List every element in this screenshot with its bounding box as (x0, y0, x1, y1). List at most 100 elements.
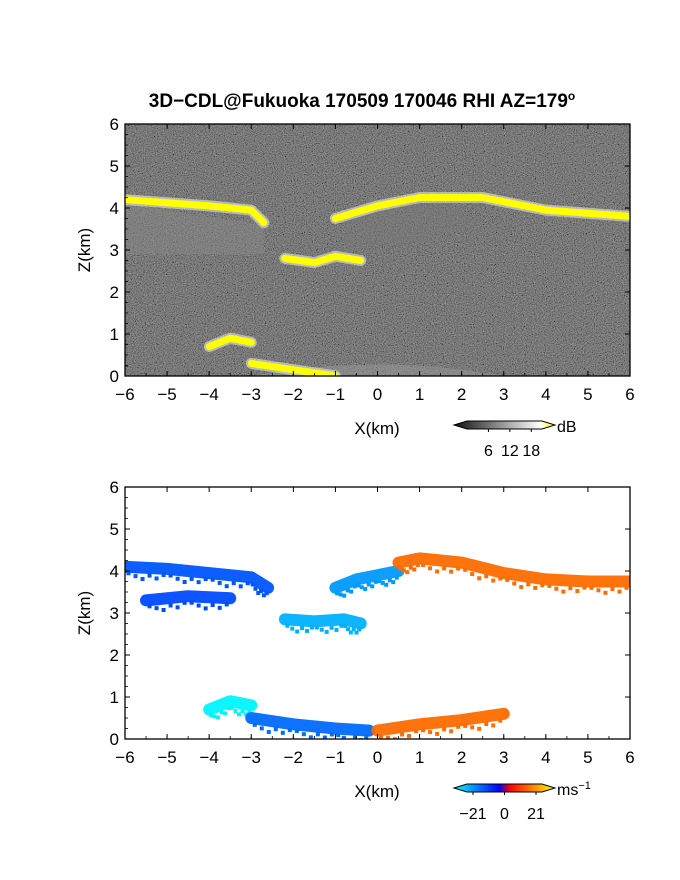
velocity-mid-layer-speckle (354, 630, 359, 635)
velocity-top-layer-right-speckle (484, 574, 489, 579)
velocity-layer-left-lower (140, 590, 237, 607)
velocity-mid-layer-speckle (339, 623, 344, 628)
velocity-layer-left-speckle (238, 584, 243, 589)
velocity-low-left-speckle (229, 705, 234, 710)
velocity-low-positive-speckle (498, 718, 503, 723)
reflectivity-colorbar-tick-label: 6 (484, 443, 493, 460)
velocity-top-layer-right-speckle (435, 569, 440, 574)
velocity-ylabel: Z(km) (75, 591, 94, 635)
velocity-axes: −6 −5 −4 −3 −2 −1 0 1 2 3 4 5 6 0 1 2 3 4 5 6 (110, 478, 635, 767)
velocity-low-positive-speckle (421, 728, 426, 733)
velocity-rising-segment-speckle (356, 583, 361, 588)
velocity-low-negative-speckle (294, 728, 299, 733)
velocity-low-left-speckle (226, 706, 231, 711)
velocity-low-left-speckle (240, 709, 245, 714)
velocity-layer-left-speckle (168, 573, 173, 578)
velocity-low-negative-speckle (315, 732, 320, 737)
velocity-top-layer-right-speckle (477, 576, 482, 581)
velocity-mid-layer-speckle (305, 628, 310, 633)
reflectivity-x-tick-label: 6 (625, 385, 634, 404)
velocity-layer-left-speckle (250, 582, 255, 587)
velocity-mid-layer-speckle (309, 625, 314, 630)
reflectivity-colorbar-ticks: 6 12 18 (484, 429, 540, 460)
velocity-low-negative-speckle (273, 727, 278, 732)
velocity-layer-left-lower-speckle (203, 606, 208, 611)
velocity-low-positive-speckle (456, 724, 461, 729)
velocity-low-positive-speckle (400, 732, 405, 737)
reflectivity-x-tick-label: −2 (284, 385, 303, 404)
velocity-top-layer-right-speckle (456, 566, 461, 571)
reflectivity-cloud-top-layer-right (331, 194, 630, 222)
velocity-low-positive-speckle (470, 725, 475, 730)
velocity-low-positive-speckle (463, 723, 468, 728)
velocity-mid-layer-speckle (314, 625, 319, 630)
velocity-top-layer-right-speckle (398, 566, 403, 571)
velocity-y-tick-label: 0 (110, 730, 119, 749)
velocity-panel: −6 −5 −4 −3 −2 −1 0 1 2 3 4 5 6 0 1 2 3 4 5 6 X(km) Z(km) (75, 478, 635, 801)
velocity-low-positive-speckle (414, 729, 419, 734)
velocity-top-layer-right-speckle (589, 585, 594, 590)
reflectivity-x-tick-label: −3 (242, 385, 261, 404)
velocity-x-tick-label: 1 (415, 748, 424, 767)
velocity-rising-segment-speckle (338, 592, 343, 597)
velocity-top-layer-right-speckle (449, 569, 454, 574)
velocity-layer-left-lower-speckle (154, 606, 159, 611)
reflectivity-y-tick-label: 0 (110, 367, 119, 386)
velocity-colorbar-tick-label: 21 (527, 806, 545, 823)
velocity-rising-segment-speckle (342, 593, 347, 598)
reflectivity-x-tick-label: 0 (373, 385, 382, 404)
velocity-colorbar-unit: ms−1 (557, 780, 591, 799)
velocity-layer-left-speckle (264, 591, 269, 596)
velocity-x-tick-label: 4 (541, 748, 550, 767)
velocity-top-layer-right-speckle (498, 576, 503, 581)
velocity-top-layer-right-speckle (442, 566, 447, 571)
velocity-top-layer-right-speckle (617, 589, 622, 594)
velocity-low-negative-speckle (336, 732, 341, 737)
velocity-low-negative-speckle (287, 728, 292, 733)
velocity-low-negative-speckle (301, 732, 306, 737)
velocity-layer-left-speckle (259, 588, 264, 593)
reflectivity-x-tick-label: −4 (199, 385, 218, 404)
velocity-colorbar-unit-base: ms (557, 782, 578, 799)
velocity-x-tick-label: 6 (625, 748, 634, 767)
velocity-layer-left-lower-speckle (210, 602, 215, 607)
velocity-rising-segment-speckle (370, 584, 375, 589)
velocity-layer-left-lower-speckle (161, 607, 166, 612)
velocity-top-layer-right-speckle (505, 577, 510, 582)
reflectivity-ground-echo (247, 359, 339, 376)
velocity-low-left-speckle (212, 714, 217, 719)
velocity-colorbar-bar (452, 783, 557, 793)
velocity-layer-left-speckle (245, 581, 250, 586)
velocity-mid-layer-speckle (290, 626, 295, 631)
velocity-top-layer-right-speckle (575, 589, 580, 594)
velocity-mid-layer-speckle (319, 627, 324, 632)
velocity-rising-segment-speckle (366, 582, 371, 587)
reflectivity-y-tick-label: 4 (110, 199, 119, 218)
reflectivity-panel: −6 −5 −4 −3 −2 −1 0 1 2 3 4 5 6 0 1 2 3 4 5 6 X(km) Z(km) (75, 115, 635, 438)
velocity-top-layer-right (392, 552, 630, 588)
velocity-top-layer-right-speckle (491, 578, 496, 583)
reflectivity-low-echo-left (205, 334, 255, 351)
velocity-low-negative-speckle (252, 722, 257, 727)
velocity-low-negative-speckle (341, 735, 346, 739)
velocity-top-layer-right-speckle (603, 590, 608, 595)
velocity-low-positive-speckle (407, 733, 412, 738)
velocity-low-negative-speckle (329, 732, 334, 737)
velocity-low-positive-speckle (379, 734, 384, 739)
velocity-xlabel: X(km) (354, 782, 399, 801)
velocity-top-layer-right-speckle (412, 567, 417, 572)
reflectivity-x-tick-label: 2 (457, 385, 466, 404)
velocity-top-layer-right-speckle (582, 585, 587, 590)
velocity-x-tick-label: −6 (115, 748, 134, 767)
velocity-top-layer-right-speckle (421, 563, 426, 568)
velocity-layer-left-lower-speckle (224, 602, 229, 607)
velocity-low-negative-speckle (259, 726, 264, 731)
velocity-rising-segment-speckle (373, 579, 378, 584)
velocity-layer-left-lower-speckle (175, 605, 180, 610)
velocity-low-positive (371, 707, 510, 737)
velocity-low-positive-speckle (449, 729, 454, 734)
velocity-rising-segment (329, 565, 405, 594)
velocity-low-left-speckle (215, 715, 220, 720)
velocity-low-negative-speckle (322, 735, 327, 739)
velocity-low-positive-speckle (386, 735, 391, 739)
